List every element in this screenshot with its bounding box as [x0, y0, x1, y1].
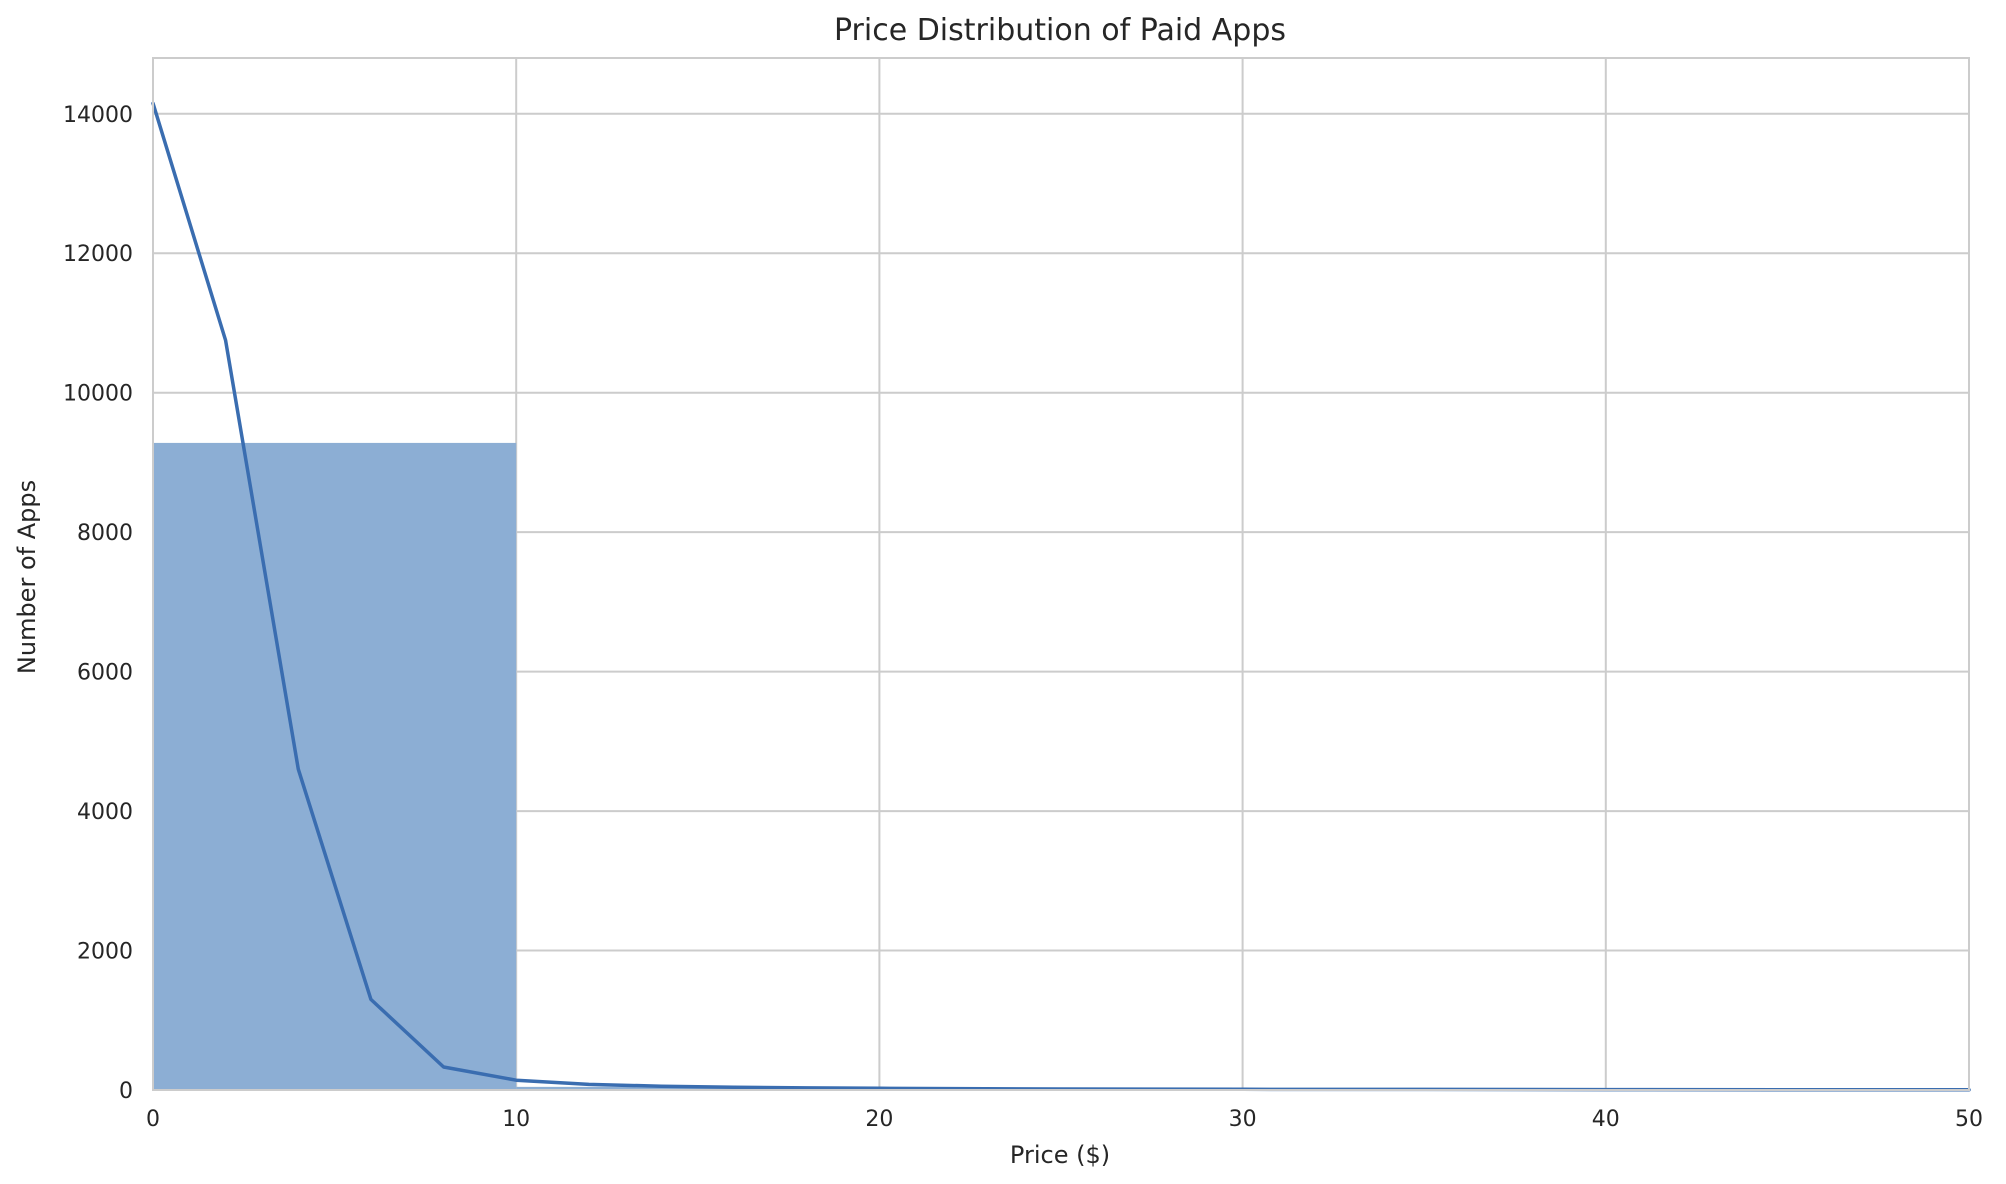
plot-border	[152, 57, 1970, 1091]
y-tick-label-7: 14000	[63, 103, 133, 128]
y-tick-label-6: 12000	[63, 242, 133, 267]
x-tick-label-3: 30	[1229, 1107, 1257, 1132]
y-tick-labels: 0 2000 4000 6000 8000 10000 12000 14000	[63, 103, 133, 1104]
y-tick-label-1: 2000	[77, 940, 133, 965]
bars-layer	[153, 442, 1969, 1091]
y-tick-label-2: 4000	[77, 800, 133, 825]
y-tick-label-3: 6000	[77, 661, 133, 686]
plot-frame	[152, 57, 1970, 1091]
x-tick-label-5: 50	[1955, 1107, 1983, 1132]
x-tick-label-4: 40	[1592, 1107, 1620, 1132]
x-tick-label-2: 20	[865, 1107, 893, 1132]
y-tick-label-0: 0	[119, 1079, 133, 1104]
y-tick-label-5: 10000	[63, 382, 133, 407]
chart-title: Price Distribution of Paid Apps	[834, 13, 1286, 48]
y-axis-label: Number of Apps	[13, 480, 41, 674]
x-tick-label-0: 0	[146, 1107, 160, 1132]
x-tick-labels: 0 10 20 30 40 50	[146, 1107, 1983, 1132]
x-axis-label: Price ($)	[1010, 1141, 1110, 1169]
histogram-bar-0	[153, 442, 517, 1091]
y-tick-label-4: 8000	[77, 521, 133, 546]
x-tick-label-1: 10	[502, 1107, 530, 1132]
